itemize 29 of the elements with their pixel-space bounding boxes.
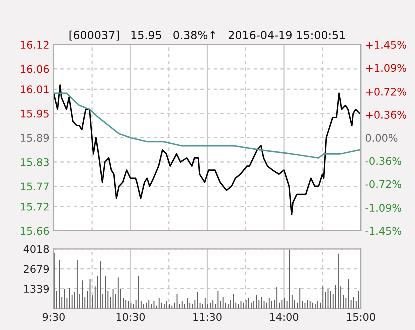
y-tick-label: 16.12: [21, 41, 49, 49]
y2-tick-label: +1.45%: [366, 41, 406, 49]
y-tick-label: 4018: [24, 245, 50, 254]
x-tick-label: 14:00: [270, 313, 299, 322]
y-tick-label: 15.83: [21, 158, 49, 166]
y2-tick-label: +1.09%: [366, 64, 406, 72]
y2-tick-label: -1.45%: [366, 227, 402, 236]
y-tick-label: 15.72: [21, 202, 49, 211]
y2-tick-label: +0.36%: [366, 111, 406, 119]
y-tick-label: 16.01: [21, 86, 49, 94]
y-tick-label: 15.95: [21, 110, 49, 118]
x-tick-label: 15:00: [347, 313, 376, 322]
y2-tick-label: -1.09%: [366, 204, 402, 212]
y-tick-label: 15.66: [21, 227, 50, 236]
y-tick-label: 2679: [24, 265, 50, 274]
x-tick-label: 10:30: [116, 313, 146, 322]
x-tick-label: 11:30: [194, 313, 222, 322]
y-tick-label: 16.06: [21, 65, 50, 74]
x-tick-label: 9:30: [42, 313, 65, 322]
y2-tick-label: +0.72%: [366, 88, 406, 96]
y2-tick-label: -0.72%: [366, 180, 402, 188]
y-tick-label: 15.89: [21, 134, 50, 142]
y2-tick-label: 0.00%: [366, 134, 398, 142]
line-series: [54, 92, 360, 159]
y2-tick-label: -0.36%: [366, 157, 402, 166]
line-series: [54, 84, 360, 216]
y-tick-label: 15.77: [21, 182, 49, 191]
chart-title: [600037] 15.95 0.38%↑ 2016-04-19 15:00:51: [70, 30, 346, 41]
y-tick-label: 1339: [24, 285, 50, 294]
